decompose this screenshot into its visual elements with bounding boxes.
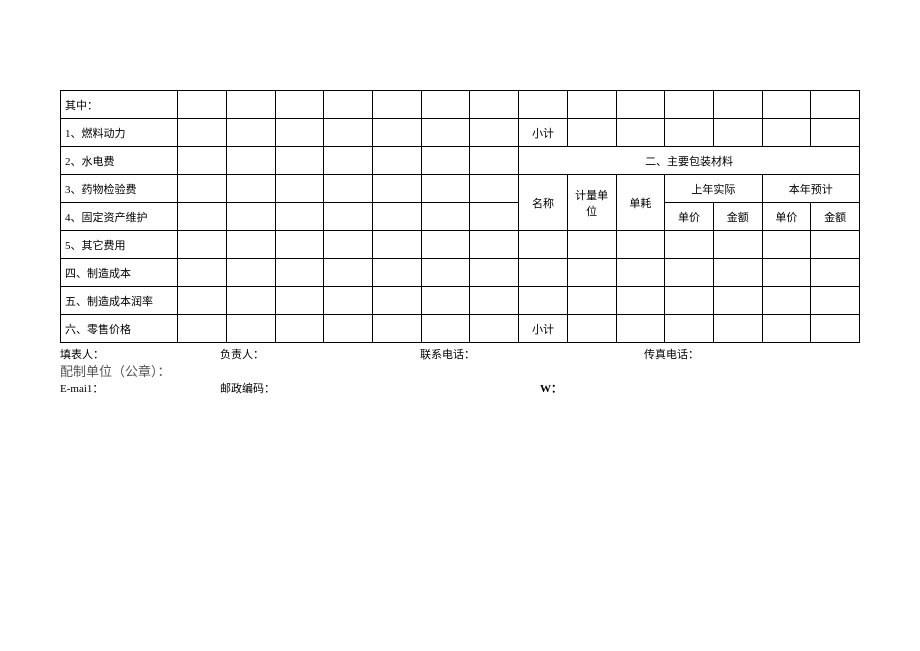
table-row: 六、零售价格 小计 xyxy=(61,315,860,343)
section2-title: 二、主要包装材料 xyxy=(519,147,860,175)
col-unit-price: 单价 xyxy=(665,203,714,231)
col-name: 名称 xyxy=(519,175,568,231)
row-label: 2、水电费 xyxy=(61,147,178,175)
row-label: 五、制造成本润率 xyxy=(61,287,178,315)
row-label: 3、药物检验费 xyxy=(61,175,178,203)
col-unit-price: 单价 xyxy=(762,203,811,231)
footer-area: 填表人： 负责人： 联系电话： 传真电话： 配制单位（公章）： E-mai1： … xyxy=(60,347,860,398)
col-amount: 金额 xyxy=(713,203,762,231)
w-label: W： xyxy=(540,381,562,398)
table-row: 4、固定资产维护 单价 金额 单价 金额 xyxy=(61,203,860,231)
table-row: 5、其它费用 xyxy=(61,231,860,259)
row-label: 4、固定资产维护 xyxy=(61,203,178,231)
col-unit: 计量单位 xyxy=(567,175,616,231)
row-label: 六、零售价格 xyxy=(61,315,178,343)
table-row: 2、水电费 二、主要包装材料 xyxy=(61,147,860,175)
col-amount: 金额 xyxy=(811,203,860,231)
table-row: 四、制造成本 xyxy=(61,259,860,287)
subtotal-label: 小计 xyxy=(519,315,568,343)
footer-row-2: E-mai1： 邮政编码： W： xyxy=(60,381,860,398)
table-row: 1、燃料动力 小计 xyxy=(61,119,860,147)
col-consumption: 单耗 xyxy=(616,175,665,231)
email-label: E-mai1： xyxy=(60,381,103,398)
stamp-label: 配制单位（公章）： xyxy=(60,362,860,382)
col-this-year: 本年预计 xyxy=(762,175,859,203)
table-row: 五、制造成本润率 xyxy=(61,287,860,315)
main-table: 其中： 1、燃料动力 小计 2、水电费 xyxy=(60,90,860,343)
postal-label: 邮政编码： xyxy=(220,381,275,398)
row-label: 四、制造成本 xyxy=(61,259,178,287)
row-label: 其中： xyxy=(61,91,178,119)
subtotal-label: 小计 xyxy=(519,119,568,147)
responsible-label: 负责人： xyxy=(220,347,264,364)
phone-label: 联系电话： xyxy=(420,347,475,364)
table-row: 3、药物检验费 名称 计量单位 单耗 上年实际 本年预计 xyxy=(61,175,860,203)
table-row: 其中： xyxy=(61,91,860,119)
col-last-year: 上年实际 xyxy=(665,175,762,203)
fax-label: 传真电话： xyxy=(644,347,699,364)
footer-row-1: 填表人： 负责人： 联系电话： 传真电话： xyxy=(60,347,860,364)
row-label: 5、其它费用 xyxy=(61,231,178,259)
row-label: 1、燃料动力 xyxy=(61,119,178,147)
